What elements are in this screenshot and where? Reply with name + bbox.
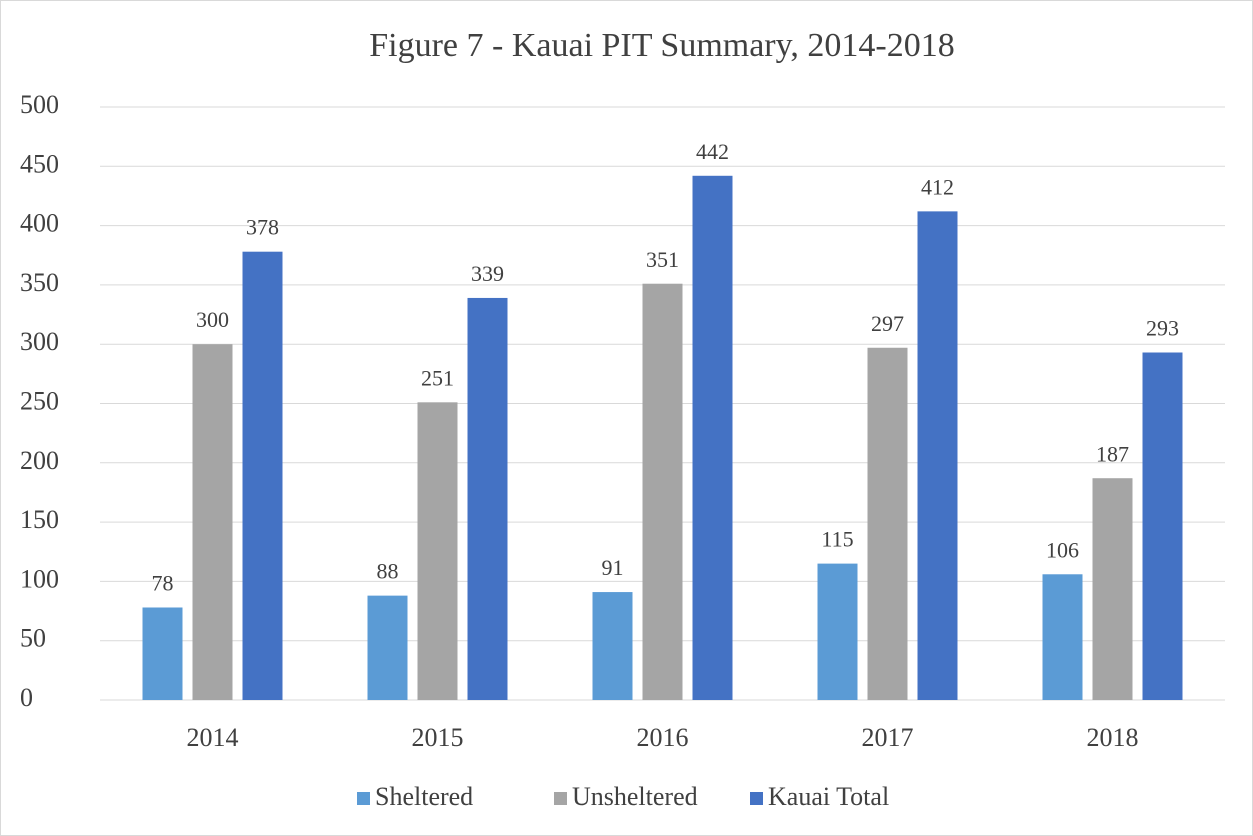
bar xyxy=(917,211,958,701)
y-tick-label: 200 xyxy=(20,446,59,475)
y-tick-label: 150 xyxy=(20,505,59,534)
bar xyxy=(867,347,908,700)
y-tick-label: 100 xyxy=(20,564,59,593)
data-label: 187 xyxy=(1096,441,1129,466)
legend-swatch xyxy=(750,792,763,805)
data-label: 106 xyxy=(1046,537,1079,562)
bar xyxy=(142,607,183,700)
legend-label: Kauai Total xyxy=(768,782,889,811)
x-tick-label: 2014 xyxy=(187,723,239,752)
y-tick-label: 0 xyxy=(20,683,33,712)
legend-label: Unsheltered xyxy=(572,782,698,811)
x-tick-label: 2015 xyxy=(412,723,464,752)
y-tick-label: 500 xyxy=(20,90,59,119)
y-tick-label: 250 xyxy=(20,386,59,415)
bar xyxy=(642,283,683,700)
data-label: 251 xyxy=(421,365,454,390)
data-label: 300 xyxy=(196,307,229,332)
bar xyxy=(192,344,233,700)
bar xyxy=(692,175,733,701)
data-label: 115 xyxy=(821,527,853,552)
data-label: 78 xyxy=(152,571,174,596)
bar xyxy=(1142,352,1183,700)
legend-swatch xyxy=(357,792,370,805)
data-label: 339 xyxy=(471,261,504,286)
bar xyxy=(592,592,633,700)
bar xyxy=(1042,574,1083,700)
bar xyxy=(467,297,508,700)
data-label: 297 xyxy=(871,311,904,336)
data-label: 442 xyxy=(696,139,729,164)
data-label: 351 xyxy=(646,247,679,272)
y-tick-label: 400 xyxy=(20,209,59,238)
legend-swatch xyxy=(554,792,567,805)
bar xyxy=(1092,478,1133,700)
y-tick-label: 300 xyxy=(20,327,59,356)
x-tick-label: 2017 xyxy=(862,723,914,752)
x-tick-label: 2018 xyxy=(1087,723,1139,752)
bar xyxy=(817,563,858,700)
chart-title: Figure 7 - Kauai PIT Summary, 2014-2018 xyxy=(369,27,955,64)
data-label: 88 xyxy=(377,559,399,584)
x-tick-label: 2016 xyxy=(637,723,689,752)
bar xyxy=(417,402,458,700)
bar xyxy=(242,251,283,700)
y-tick-label: 450 xyxy=(20,149,59,178)
y-tick-label: 50 xyxy=(20,624,46,653)
data-label: 293 xyxy=(1146,316,1179,341)
data-label: 412 xyxy=(921,174,954,199)
data-label: 91 xyxy=(602,555,624,580)
bar xyxy=(367,595,408,700)
y-tick-label: 350 xyxy=(20,268,59,297)
legend-label: Sheltered xyxy=(375,782,473,811)
data-label: 378 xyxy=(246,215,279,240)
